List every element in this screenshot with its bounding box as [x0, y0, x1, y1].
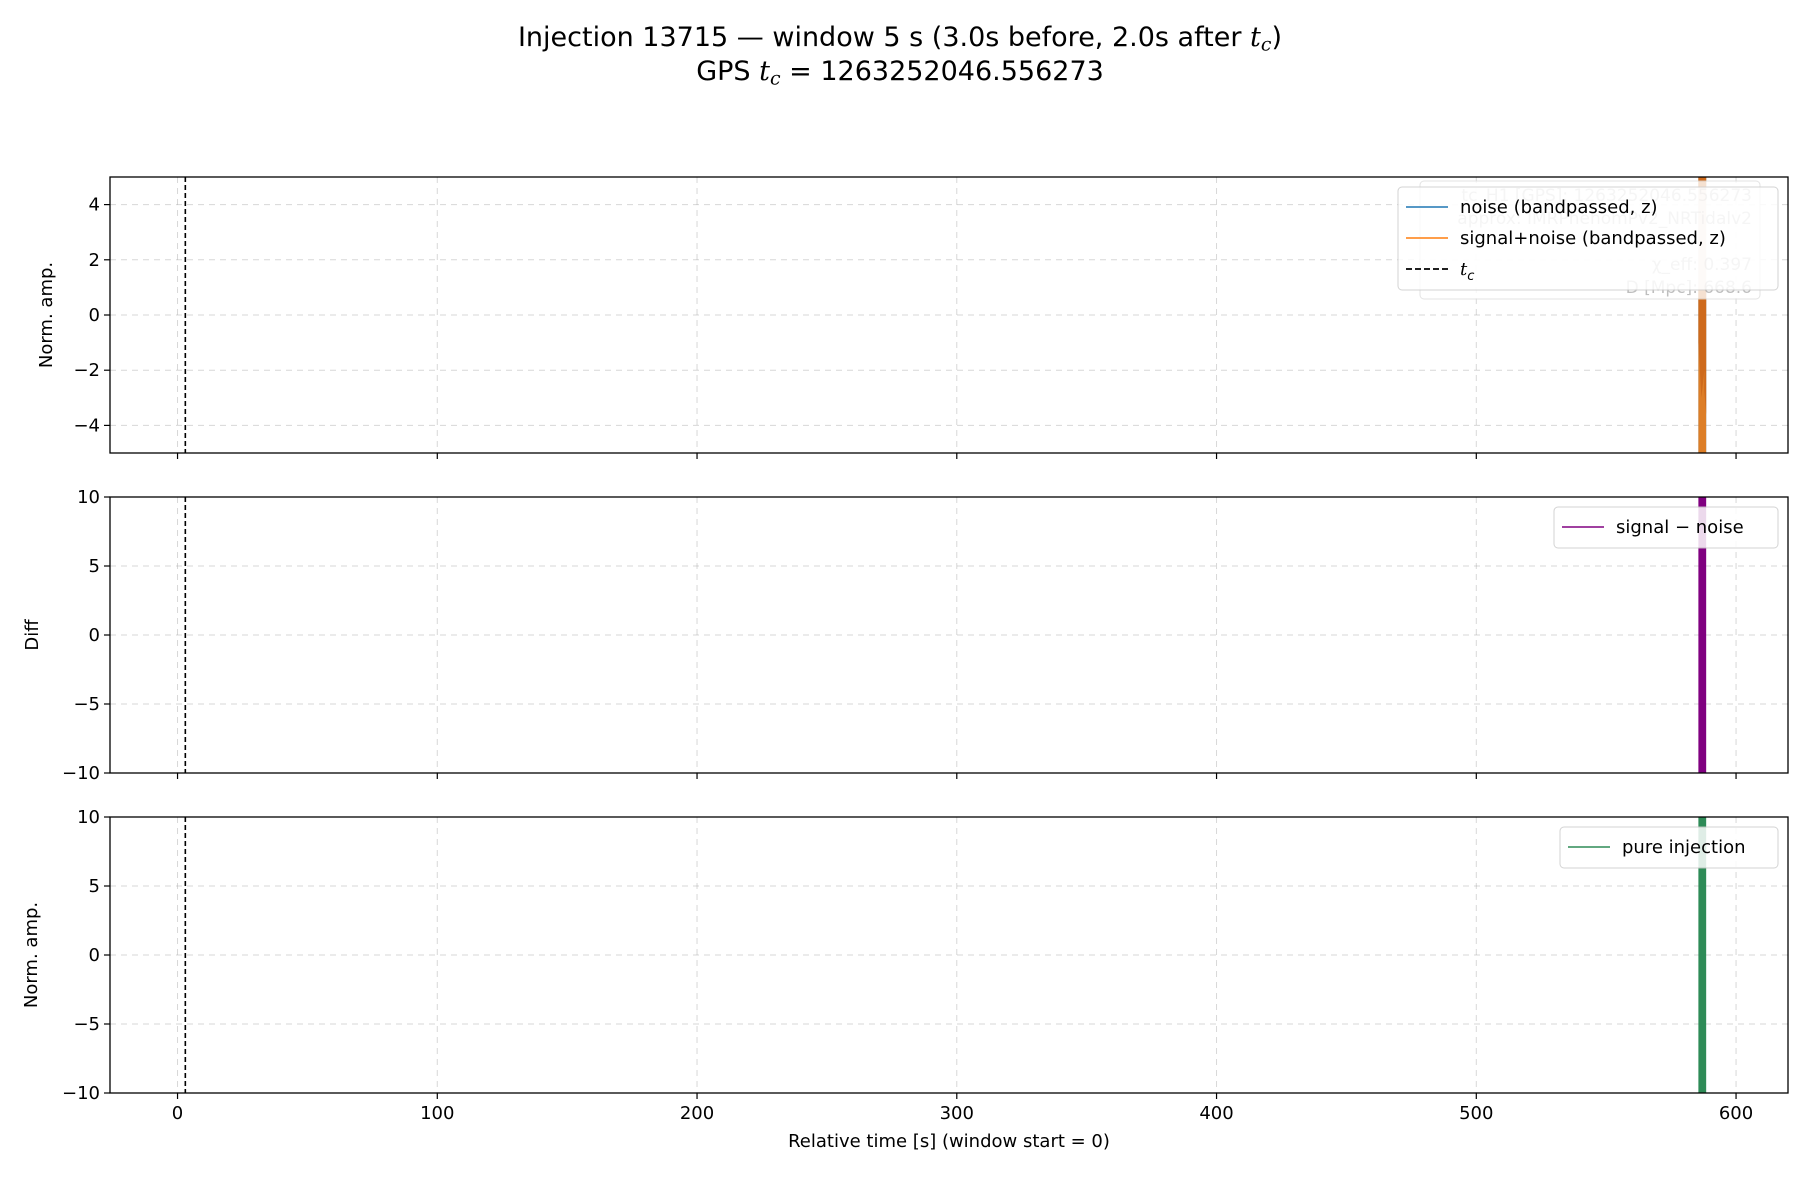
y-tick-label: −4	[73, 415, 100, 436]
legend-box	[1553, 506, 1779, 549]
y-tick-label: 5	[89, 556, 100, 577]
title2-tc-symbol: t	[759, 56, 770, 87]
figure-title-line1: Injection 13715 — window 5 s (3.0s befor…	[0, 22, 1800, 56]
y-tick-label: 10	[77, 487, 100, 508]
title-line1-suffix: )	[1271, 22, 1283, 53]
y-tick-label: −5	[73, 1014, 100, 1035]
y-axis-label: Norm. amp.	[21, 902, 42, 1008]
legend-label: signal+noise (bandpassed, z)	[1460, 228, 1726, 249]
x-tick-label: 600	[1719, 1103, 1753, 1124]
legend-box	[1397, 186, 1779, 291]
title-line2-gps: = 1263252046.556273	[780, 56, 1104, 87]
series-group	[1698, 817, 1707, 1093]
y-tick-label: 0	[89, 305, 100, 326]
figure-title-line2: GPS tc = 1263252046.556273	[0, 56, 1800, 90]
title-line1-text: Injection 13715 — window 5 s (3.0s befor…	[517, 22, 1251, 53]
y-tick-label: 10	[77, 807, 100, 828]
series-band-injection	[1698, 817, 1707, 1093]
x-tick-label: 300	[940, 1103, 974, 1124]
x-tick-label: 0	[172, 1103, 183, 1124]
y-axis-label: Norm. amp.	[36, 262, 57, 368]
y-tick-label: −10	[62, 1083, 100, 1104]
panel-middle: 10 5 0 −5 −10 Diff signal − noise	[22, 487, 1789, 784]
y-axis-label: Diff	[22, 619, 43, 651]
panel-bottom: 0 100 200 300 400 500 600 10 5 0 −5 −10 Norm. amp. Re…	[21, 807, 1789, 1152]
series-band-diff	[1698, 497, 1707, 773]
title-tc-symbol: t	[1250, 22, 1261, 53]
x-axis-label: Relative time [s] (window start = 0)	[788, 1131, 1110, 1152]
legend-label: tc	[1460, 259, 1474, 284]
title-line2-prefix: GPS	[696, 56, 760, 87]
x-tick-label: 400	[1199, 1103, 1233, 1124]
series-group	[1698, 497, 1707, 773]
title2-tc-subscript: c	[769, 67, 781, 90]
y-tick-label: 2	[89, 250, 100, 271]
y-tick-label: 0	[89, 945, 100, 966]
y-tick-label: 0	[89, 625, 100, 646]
legend-label: pure injection	[1622, 837, 1746, 858]
legend-box	[1559, 826, 1779, 869]
y-tick-label: −5	[73, 694, 100, 715]
x-tick-label: 500	[1459, 1103, 1493, 1124]
y-tick-label: −2	[73, 360, 100, 381]
y-tick-label: −10	[62, 763, 100, 784]
legend-label: signal − noise	[1616, 517, 1744, 538]
legend-label: noise (bandpassed, z)	[1460, 197, 1658, 218]
x-tick-label: 100	[420, 1103, 454, 1124]
y-tick-label: 4	[89, 195, 100, 216]
title-tc-subscript: c	[1260, 33, 1272, 56]
y-tick-label: 5	[89, 876, 100, 897]
x-tick-label: 200	[680, 1103, 714, 1124]
